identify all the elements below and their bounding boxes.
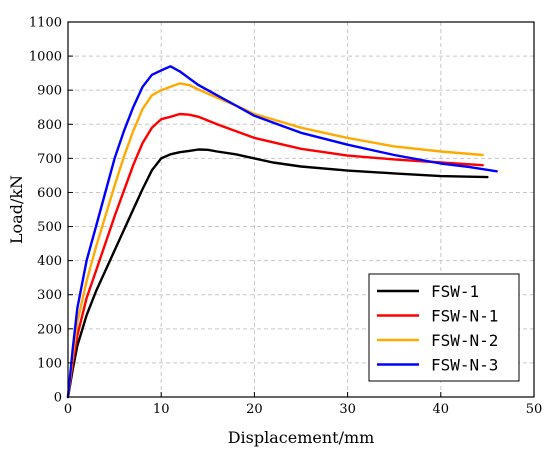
x-tick-label: 0 — [64, 402, 72, 417]
series-line-fsw-n-1 — [66, 112, 484, 399]
y-tick-label: 400 — [37, 254, 62, 269]
legend-label: FSW-N-2 — [431, 331, 498, 350]
y-axis-label: Load/kN — [7, 175, 26, 244]
x-axis-label: Displacement/mm — [228, 428, 375, 447]
series-line-fsw-1 — [66, 148, 489, 399]
y-tick-label: 900 — [37, 84, 62, 99]
legend-label: FSW-1 — [431, 282, 479, 301]
y-tick-label: 500 — [37, 220, 62, 235]
x-tick-label: 40 — [433, 402, 450, 417]
axis-ticks: 0 10 20 30 40 5001002003004005006007008009001… — [29, 16, 542, 418]
legend-label: FSW-N-1 — [431, 307, 498, 326]
legend: FSW-1 FSW-N-1 FSW-N-2 FSW-N-3 — [368, 273, 520, 382]
y-tick-label: 800 — [37, 118, 62, 133]
y-tick-label: 100 — [37, 356, 62, 371]
series-lines — [66, 65, 498, 399]
grid — [68, 22, 534, 397]
x-tick-label: 30 — [339, 402, 356, 417]
x-tick-label: 20 — [246, 402, 263, 417]
x-tick-label: 50 — [526, 402, 543, 417]
y-tick-label: 200 — [37, 322, 62, 337]
y-tick-label: 0 — [54, 391, 62, 406]
y-tick-label: 1000 — [29, 50, 62, 65]
plot-frame — [67, 21, 535, 398]
y-tick-label: 300 — [37, 288, 62, 303]
series-line-fsw-n-3 — [66, 65, 498, 399]
series-line-fsw-n-2 — [66, 82, 484, 399]
y-tick-label: 700 — [37, 152, 62, 167]
y-tick-label: 1100 — [29, 16, 62, 31]
y-tick-label: 600 — [37, 186, 62, 201]
legend-label: FSW-N-3 — [431, 356, 498, 375]
x-tick-label: 10 — [153, 402, 170, 417]
